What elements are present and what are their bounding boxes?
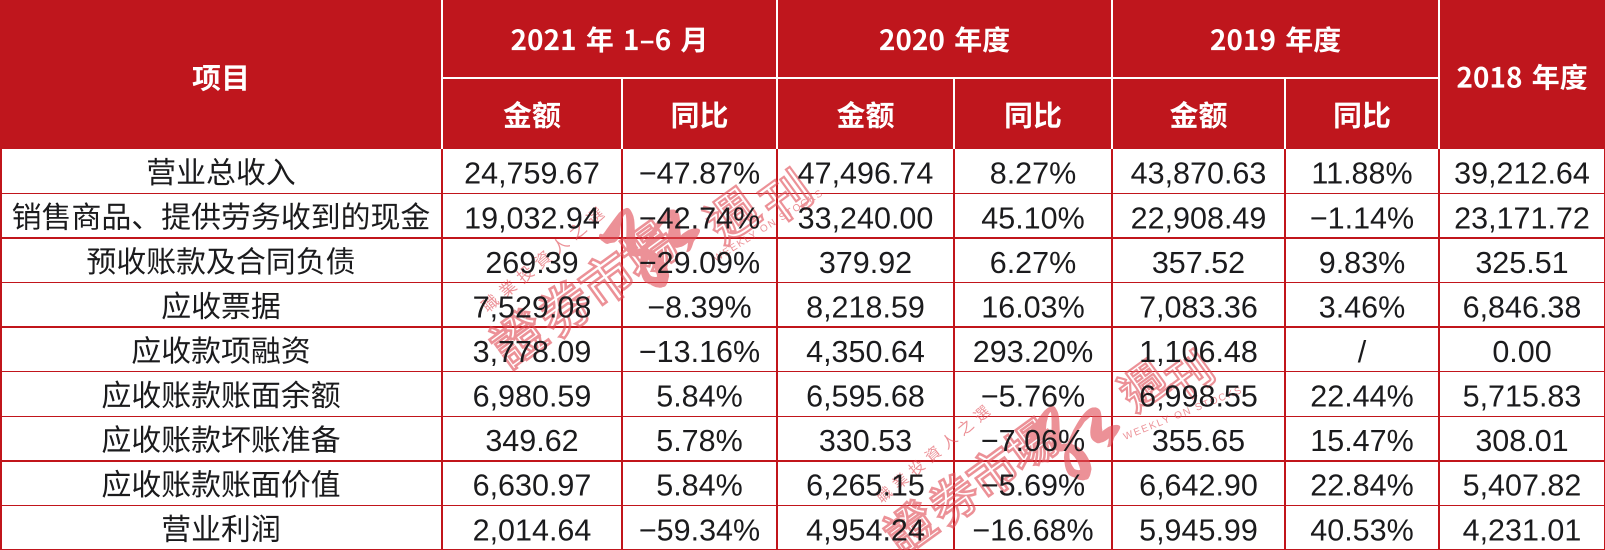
- svg-text:19,032.94: 19,032.94: [464, 201, 600, 235]
- svg-text:6,642.90: 6,642.90: [1139, 469, 1258, 503]
- svg-text:4,231.01: 4,231.01: [1463, 513, 1582, 547]
- svg-text:379.92: 379.92: [819, 246, 912, 280]
- svg-text:16.03%: 16.03%: [981, 290, 1084, 324]
- svg-text:−29.09%: −29.09%: [639, 246, 760, 280]
- svg-text:−5.76%: −5.76%: [981, 380, 1085, 414]
- svg-text:40.53%: 40.53%: [1310, 513, 1413, 547]
- svg-text:6,846.38: 6,846.38: [1463, 290, 1582, 324]
- svg-text:6,998.55: 6,998.55: [1139, 380, 1258, 414]
- svg-text:22,908.49: 22,908.49: [1131, 201, 1267, 235]
- svg-text:−59.34%: −59.34%: [639, 513, 760, 547]
- svg-text:45.10%: 45.10%: [981, 201, 1084, 235]
- svg-text:7,529.08: 7,529.08: [473, 290, 592, 324]
- svg-text:33,240.00: 33,240.00: [798, 201, 934, 235]
- svg-text:6,265.15: 6,265.15: [806, 469, 925, 503]
- svg-text:−1.14%: −1.14%: [1310, 201, 1414, 235]
- svg-text:0.00: 0.00: [1492, 335, 1551, 369]
- svg-text:349.62: 349.62: [485, 424, 578, 458]
- svg-text:6,630.97: 6,630.97: [473, 469, 592, 503]
- svg-text:308.01: 308.01: [1475, 424, 1568, 458]
- svg-text:1,106.48: 1,106.48: [1139, 335, 1258, 369]
- svg-text:355.65: 355.65: [1152, 424, 1245, 458]
- svg-text:−7.06%: −7.06%: [981, 424, 1085, 458]
- svg-text:−8.39%: −8.39%: [647, 290, 751, 324]
- svg-text:/: /: [1358, 335, 1367, 369]
- svg-text:4,350.64: 4,350.64: [806, 335, 925, 369]
- svg-text:5,407.82: 5,407.82: [1463, 469, 1582, 503]
- svg-text:325.51: 325.51: [1475, 246, 1568, 280]
- svg-text:5.78%: 5.78%: [656, 424, 742, 458]
- svg-text:15.47%: 15.47%: [1310, 424, 1413, 458]
- svg-text:24,759.67: 24,759.67: [464, 157, 600, 191]
- svg-text:39,212.64: 39,212.64: [1454, 157, 1590, 191]
- svg-text:23,171.72: 23,171.72: [1454, 201, 1590, 235]
- svg-text:−16.68%: −16.68%: [972, 513, 1093, 547]
- svg-text:−13.16%: −13.16%: [639, 335, 760, 369]
- svg-text:22.84%: 22.84%: [1310, 469, 1413, 503]
- svg-text:−42.74%: −42.74%: [639, 201, 760, 235]
- svg-text:3.46%: 3.46%: [1319, 290, 1405, 324]
- svg-text:5.84%: 5.84%: [656, 469, 742, 503]
- svg-text:5,945.99: 5,945.99: [1139, 513, 1258, 547]
- svg-text:9.83%: 9.83%: [1319, 246, 1405, 280]
- svg-text:6.27%: 6.27%: [990, 246, 1076, 280]
- svg-text:269.39: 269.39: [485, 246, 578, 280]
- svg-text:5.84%: 5.84%: [656, 380, 742, 414]
- svg-text:4,954.24: 4,954.24: [806, 513, 925, 547]
- svg-text:3,778.09: 3,778.09: [473, 335, 592, 369]
- svg-text:−47.87%: −47.87%: [639, 157, 760, 191]
- svg-text:8,218.59: 8,218.59: [806, 290, 925, 324]
- svg-text:357.52: 357.52: [1152, 246, 1245, 280]
- svg-text:6,595.68: 6,595.68: [806, 380, 925, 414]
- svg-text:22.44%: 22.44%: [1310, 380, 1413, 414]
- svg-text:5,715.83: 5,715.83: [1463, 380, 1582, 414]
- svg-text:293.20%: 293.20%: [973, 335, 1093, 369]
- svg-text:47,496.74: 47,496.74: [798, 157, 934, 191]
- svg-text:11.88%: 11.88%: [1311, 157, 1412, 191]
- svg-text:7,083.36: 7,083.36: [1139, 290, 1258, 324]
- svg-text:43,870.63: 43,870.63: [1131, 157, 1267, 191]
- svg-text:8.27%: 8.27%: [990, 157, 1076, 191]
- svg-text:6,980.59: 6,980.59: [473, 380, 592, 414]
- svg-text:330.53: 330.53: [819, 424, 912, 458]
- svg-text:2,014.64: 2,014.64: [473, 513, 592, 547]
- svg-text:−5.69%: −5.69%: [981, 469, 1085, 503]
